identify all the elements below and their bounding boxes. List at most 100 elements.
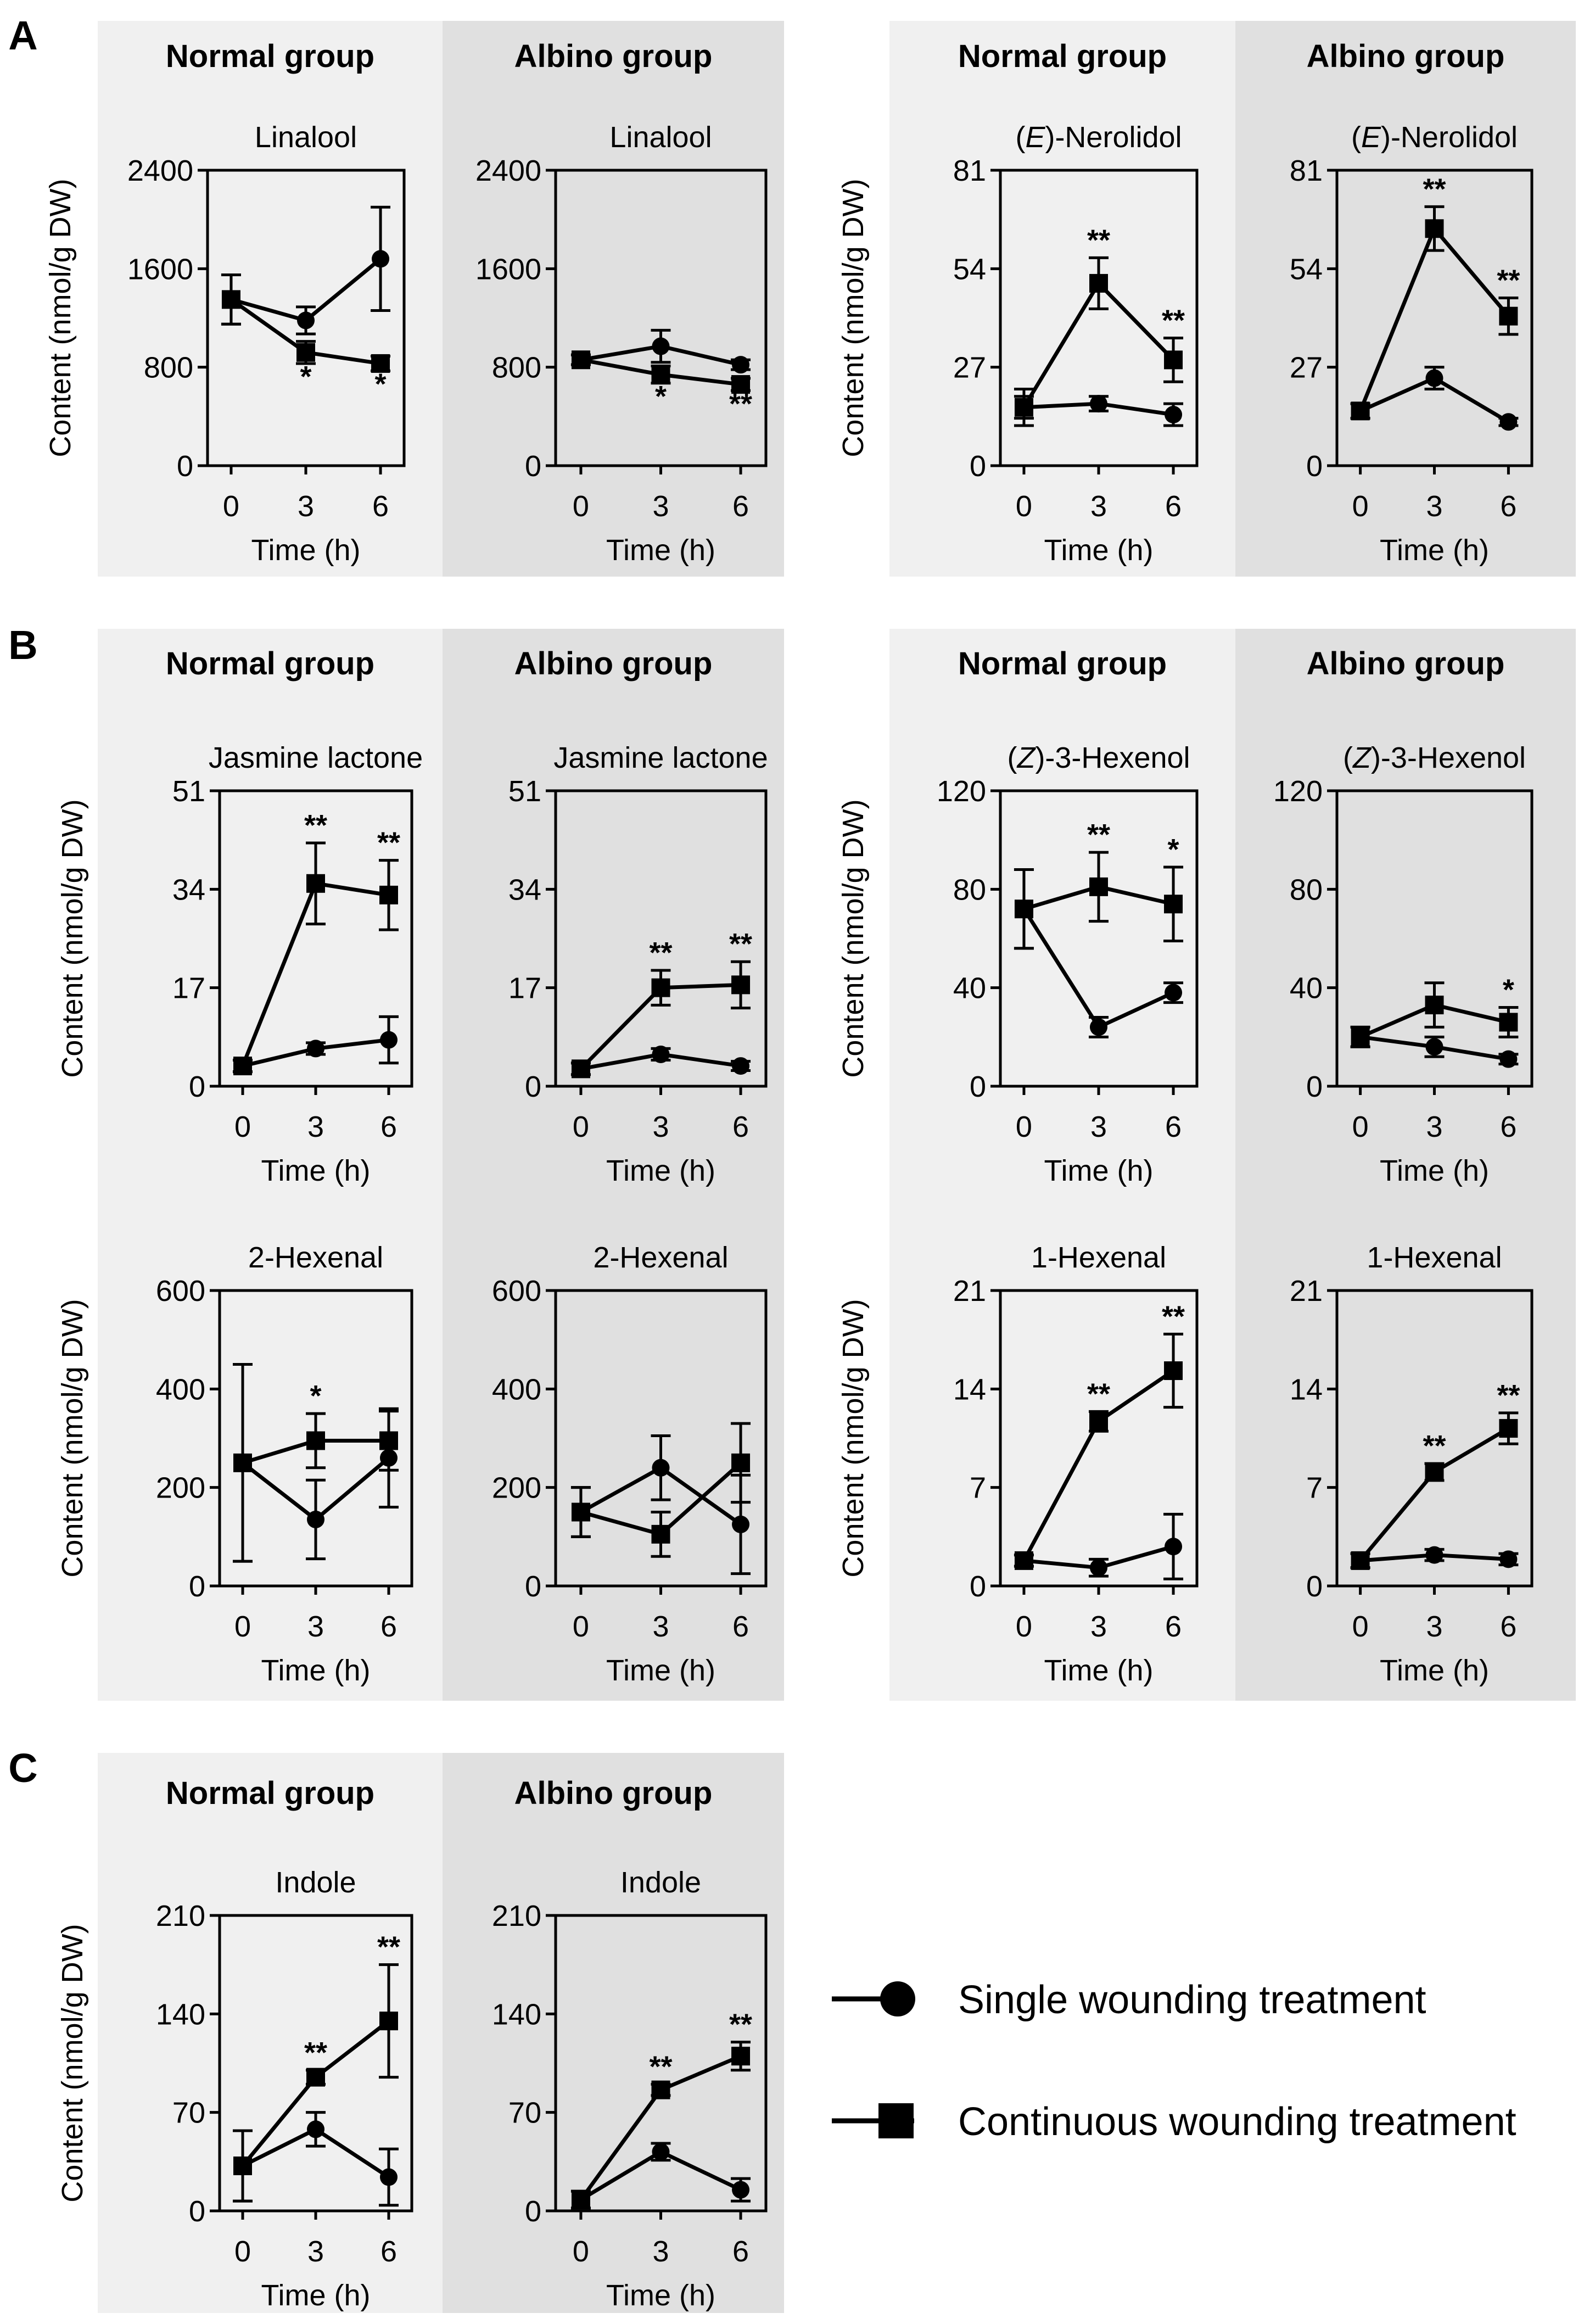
y-tick-label: 400 — [492, 1373, 541, 1406]
x-tick-label: 6 — [380, 2235, 397, 2268]
data-point-square — [651, 1524, 670, 1544]
x-axis-label: Time (h) — [1044, 534, 1154, 567]
data-point-circle — [1499, 1550, 1518, 1568]
y-tick-label: 0 — [177, 450, 193, 483]
data-point-square — [1014, 1551, 1033, 1570]
y-tick-label: 120 — [1273, 775, 1323, 808]
data-point-square — [571, 1502, 590, 1522]
group-header-normal: Normal group — [958, 646, 1167, 681]
significance-marker: ** — [729, 387, 752, 420]
group-header-normal: Normal group — [958, 38, 1167, 74]
series-continuous: *** — [570, 350, 752, 420]
group-header-albino: Albino group — [514, 38, 713, 74]
x-tick-label: 3 — [1426, 1610, 1442, 1643]
y-tick-label: 800 — [492, 351, 541, 384]
series-continuous: ** ** — [1014, 1300, 1185, 1570]
chart-title-text: -3-Hexenol — [1381, 741, 1526, 774]
significance-marker: ** — [377, 1931, 400, 1964]
significance-marker: ** — [1162, 1300, 1185, 1333]
data-point-circle — [1090, 1018, 1107, 1036]
chart-title-close: ) — [1371, 741, 1381, 774]
chart-B3: (Z)-3-Hexenol 0 40 80 120 0 3 6 Time (h) Content … — [837, 741, 1199, 1187]
chart-title-italic: Z — [1016, 741, 1036, 774]
series-continuous: * — [233, 1363, 399, 1563]
significance-marker: ** — [1497, 1379, 1520, 1412]
chart-title-text: -Nerolidol — [1055, 121, 1182, 154]
data-point-square — [371, 354, 390, 373]
y-tick-label: 0 — [1306, 450, 1323, 483]
panel-background-albino — [1235, 629, 1576, 1701]
x-tick-label: 0 — [1016, 1610, 1032, 1643]
x-axis-label: Time (h) — [251, 534, 361, 567]
y-tick-label: 0 — [970, 450, 986, 483]
data-point-circle — [380, 2168, 398, 2186]
x-axis-label: Time (h) — [261, 2279, 371, 2312]
chart-B2: Jasmine lactone 0 17 34 51 0 3 6 Time (h) ** ** — [508, 741, 768, 1187]
chart-title-close: ) — [1045, 121, 1055, 154]
data-point-circle — [732, 2181, 750, 2199]
data-point-square — [1499, 306, 1518, 326]
x-tick-label: 6 — [732, 490, 749, 523]
x-tick-label: 0 — [1016, 490, 1032, 523]
y-tick-label: 1600 — [127, 253, 193, 286]
legend-item-continuous: Continuous wounding treatment — [832, 2100, 1516, 2144]
significance-marker: ** — [1423, 1429, 1446, 1462]
data-point-circle — [732, 1515, 750, 1533]
data-point-square — [379, 2012, 398, 2031]
y-tick-label: 140 — [492, 1998, 541, 2031]
panel-background-albino — [443, 21, 784, 577]
data-point-square — [1164, 1361, 1183, 1381]
significance-marker: * — [300, 360, 311, 393]
x-tick-label: 3 — [652, 490, 669, 523]
data-point-circle — [1425, 369, 1443, 387]
series-continuous: ** ** — [1014, 224, 1185, 427]
data-point-circle — [297, 311, 315, 329]
y-tick-label: 81 — [953, 154, 986, 187]
data-point-square — [731, 975, 751, 995]
chart-title-italic: E — [1025, 121, 1045, 154]
data-point-square — [651, 978, 670, 997]
y-tick-label: 210 — [492, 1900, 541, 1932]
x-tick-label: 0 — [1352, 490, 1369, 523]
group-header-albino: Albino group — [514, 1775, 713, 1811]
x-tick-label: 3 — [298, 490, 314, 523]
y-tick-label: 600 — [492, 1275, 541, 1308]
data-point-circle — [1090, 1558, 1107, 1577]
data-point-square — [306, 874, 325, 893]
data-point-square — [731, 2047, 751, 2066]
data-point-square — [1164, 350, 1183, 370]
data-point-circle — [372, 250, 390, 268]
x-tick-label: 3 — [307, 1110, 324, 1143]
x-tick-label: 0 — [1016, 1110, 1032, 1143]
chart-B7: 1-Hexenal 0 7 14 21 0 3 6 Time (h) Content (nmol/… — [837, 1241, 1199, 1687]
y-tick-label: 0 — [525, 1070, 541, 1103]
chart-title: 1-Hexenal — [1367, 1241, 1502, 1274]
y-tick-label: 0 — [970, 1070, 986, 1103]
data-point-square — [379, 885, 398, 904]
series-continuous: ** ** — [233, 809, 400, 1076]
data-point-circle — [1499, 1050, 1518, 1068]
chart-C2: Indole 0 70 140 210 0 3 6 Time (h) ** ** — [492, 1866, 768, 2312]
y-tick-label: 7 — [970, 1472, 986, 1505]
x-tick-label: 0 — [223, 490, 239, 523]
chart-title-open: ( — [1351, 121, 1361, 154]
significance-marker: * — [310, 1379, 321, 1412]
y-axis-label: Content (nmol/g DW) — [56, 1924, 89, 2202]
group-header-normal: Normal group — [166, 1775, 374, 1811]
x-tick-label: 6 — [1165, 1610, 1182, 1643]
chart-title: Jasmine lactone — [553, 741, 768, 774]
y-tick-label: 2400 — [127, 154, 193, 187]
data-point-square — [233, 1453, 252, 1472]
chart-title: 2-Hexenal — [248, 1241, 383, 1274]
significance-marker: ** — [1087, 224, 1110, 256]
y-tick-label: 17 — [172, 972, 205, 1005]
x-tick-label: 3 — [307, 1610, 324, 1643]
series-continuous: ** ** — [1350, 1379, 1520, 1570]
x-tick-label: 0 — [234, 1610, 251, 1643]
x-tick-label: 0 — [234, 1110, 251, 1143]
data-point-square — [1164, 895, 1183, 914]
x-axis-label: Time (h) — [606, 534, 715, 567]
chart-title: (E)-Nerolidol — [1015, 121, 1182, 154]
y-tick-label: 200 — [492, 1472, 541, 1505]
y-tick-label: 14 — [953, 1373, 986, 1406]
